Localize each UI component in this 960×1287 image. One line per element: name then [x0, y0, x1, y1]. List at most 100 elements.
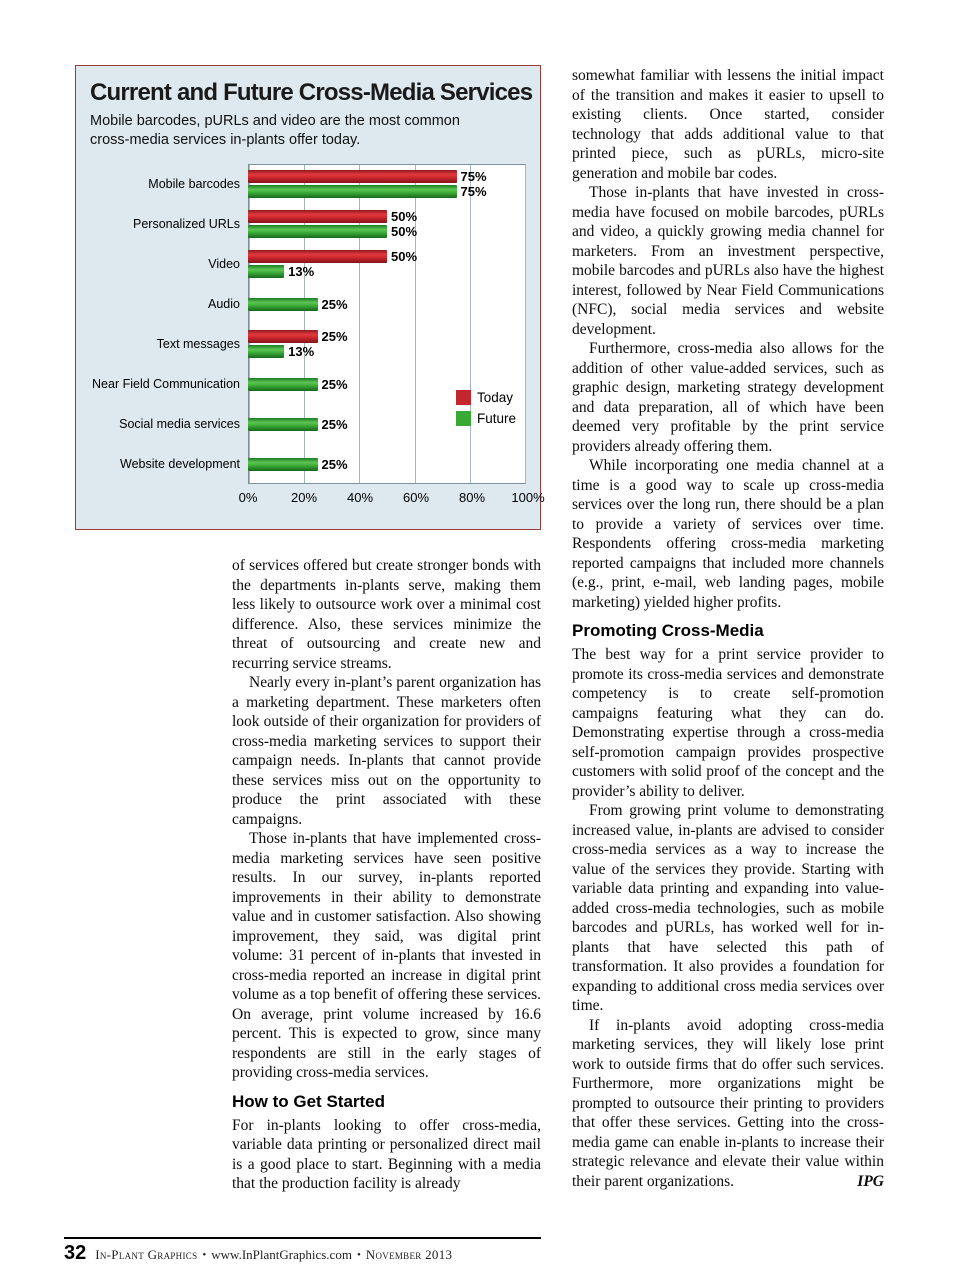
article-right-column: somewhat familiar with lessens the initi…	[572, 66, 884, 1191]
chart-bars-cell: 50% 50%	[248, 209, 526, 239]
article-end-tag: IPG	[857, 1172, 884, 1190]
future-bar	[248, 457, 318, 471]
bar-line: 25%	[248, 329, 526, 344]
chart-row: Personalized URLs 50% 50%	[90, 204, 526, 244]
today-bar	[248, 330, 318, 343]
body-paragraph: of services offered but create stronger …	[232, 557, 541, 672]
chart-row: Mobile barcodes 75% 75%	[90, 164, 526, 204]
section-heading-promoting-cross-media: Promoting Cross-Media	[572, 621, 764, 640]
future-bar	[248, 377, 318, 391]
bar-line: 25%	[248, 376, 526, 392]
bar-line: 13%	[248, 344, 526, 359]
x-axis-tick: 100%	[511, 490, 545, 505]
issue-date: November 2013	[365, 1247, 453, 1262]
body-paragraph: somewhat familiar with lessens the initi…	[572, 67, 884, 182]
legend-item-today: Today	[456, 390, 516, 405]
footer-bullet: •	[202, 1249, 207, 1261]
x-axis: 0% 20% 40% 60% 80% 100%	[239, 484, 545, 508]
x-axis-tick: 60%	[402, 490, 430, 505]
gridline	[525, 165, 526, 483]
chart-row: Website development 25%	[90, 444, 526, 484]
gridline	[249, 165, 250, 483]
chart-category-label: Audio	[208, 297, 240, 311]
footer-publication-line: In-Plant Graphics • www.InPlantGraphics.…	[95, 1247, 452, 1263]
chart-bars-cell: 25%	[248, 417, 526, 432]
chart-row: Text messages 25% 13%	[90, 324, 526, 364]
bar-value-label: 50%	[391, 249, 418, 264]
x-axis-tick: 20%	[290, 490, 318, 505]
bar-value-label: 75%	[460, 169, 487, 184]
footer-rule	[64, 1237, 541, 1239]
body-paragraph: From growing print volume to demonstrati…	[572, 802, 884, 1014]
chart-row: Audio 25%	[90, 284, 526, 324]
bar-value-label: 25%	[321, 456, 348, 472]
legend-label-today: Today	[477, 390, 514, 405]
bar-value-label: 75%	[460, 184, 487, 199]
chart-category-label: Personalized URLs	[133, 217, 240, 231]
chart-row: Social media services 25%	[90, 404, 526, 444]
body-paragraph: Nearly every in-plant’s parent organizat…	[232, 674, 541, 828]
bar-line: 75%	[248, 169, 526, 184]
future-bar	[248, 185, 457, 198]
bar-line: 50%	[248, 224, 526, 239]
body-paragraph: Those in-plants that have invested in cr…	[572, 184, 884, 338]
chart-bars-cell: 75% 75%	[248, 169, 526, 199]
body-paragraph: The best way for a print service provide…	[572, 646, 884, 800]
body-paragraph: While incorporating one media channel at…	[572, 457, 884, 611]
bar-line: 25%	[248, 456, 526, 472]
bar-value-label: 25%	[321, 296, 348, 312]
legend-swatch-future	[456, 411, 471, 426]
bar-value-label: 13%	[288, 344, 315, 359]
chart-category-label: Website development	[120, 457, 240, 471]
future-bar	[248, 417, 318, 431]
bar-value-label: 25%	[321, 376, 348, 392]
bar-value-label: 13%	[288, 264, 315, 279]
chart-row: Near Field Communication 25%	[90, 364, 526, 404]
bar-line: 25%	[248, 296, 526, 312]
body-paragraph: For in-plants looking to offer cross-med…	[232, 1116, 541, 1193]
chart-bars-cell: 25%	[248, 456, 526, 472]
legend-label-future: Future	[477, 411, 517, 426]
bar-value-label: 50%	[391, 209, 418, 224]
article-left-column: of services offered but create stronger …	[232, 556, 541, 1194]
chart-category-label: Mobile barcodes	[148, 177, 240, 191]
bar-line: 50%	[248, 249, 526, 264]
publication-name: In-Plant Graphics	[95, 1247, 198, 1262]
body-paragraph: Those in-plants that have implemented cr…	[232, 830, 541, 1081]
chart-rows: Mobile barcodes 75% 75% Personalized URLs 50…	[90, 164, 526, 484]
chart-bars-cell: 25%	[248, 296, 526, 312]
x-axis-tick: 80%	[458, 490, 486, 505]
chart-legend: Today Future	[456, 390, 516, 426]
chart-bars-cell: 25%	[248, 376, 526, 392]
chart-plot-area: Mobile barcodes 75% 75% Personalized URLs 50…	[90, 164, 526, 484]
chart-bars-cell: 50% 13%	[248, 249, 526, 279]
today-bar	[248, 170, 457, 183]
body-paragraph: Furthermore, cross-media also allows for…	[572, 340, 884, 455]
bar-line: 50%	[248, 209, 526, 224]
chart-subtitle: Mobile barcodes, pURLs and video are the…	[90, 113, 460, 148]
chart-row: Video 50% 13%	[90, 244, 526, 284]
publication-url: www.InPlantGraphics.com	[211, 1247, 352, 1262]
bar-line: 25%	[248, 417, 526, 432]
chart-panel: Current and Future Cross-Media Services …	[75, 65, 545, 530]
gridline	[469, 165, 471, 483]
page-footer: 32 In-Plant Graphics • www.InPlantGraphi…	[64, 1242, 452, 1265]
today-bar	[248, 250, 387, 263]
x-axis-tick: 0%	[238, 490, 258, 505]
bar-line: 13%	[248, 264, 526, 279]
future-bar	[248, 265, 285, 278]
page-number: 32	[64, 1242, 87, 1264]
future-bar	[248, 297, 318, 311]
chart-category-label: Text messages	[156, 337, 240, 351]
section-heading-how-to-get-started: How to Get Started	[232, 1091, 386, 1111]
chart-category-label: Social media services	[119, 417, 240, 431]
chart-category-label: Near Field Communication	[92, 377, 240, 391]
today-bar	[248, 210, 387, 223]
bar-line: 75%	[248, 184, 526, 199]
chart-title: Current and Future Cross-Media Services	[90, 79, 533, 106]
chart-bars-cell: 25% 13%	[248, 329, 526, 359]
gridline	[359, 165, 361, 483]
gridline	[414, 165, 416, 483]
paragraph-text: If in-plants avoid adopting cross-media …	[572, 1016, 884, 1190]
